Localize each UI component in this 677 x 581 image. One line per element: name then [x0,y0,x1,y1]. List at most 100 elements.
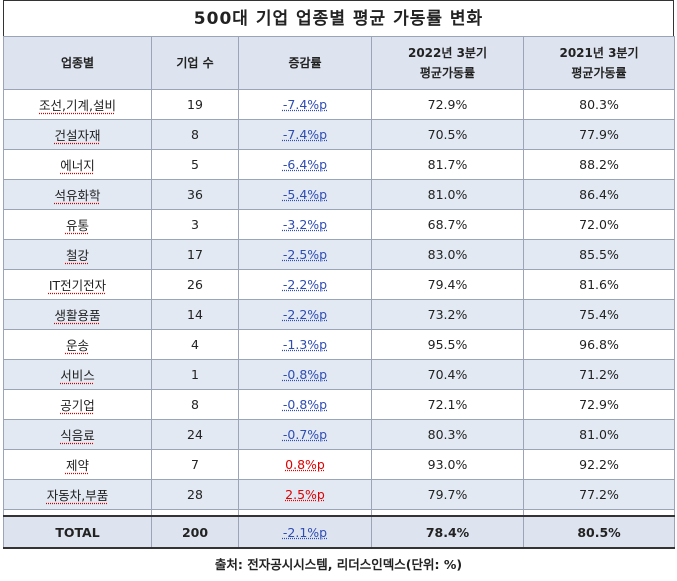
total-sector: TOTAL [3,515,152,549]
cell-count: 26 [151,269,239,300]
table-row: 제약 7 0.8%p 93.0% 92.2% [3,449,675,480]
cell-change-value: -2.5%p [282,247,328,262]
cell-q2021: 96.8% [523,329,675,360]
cell-count-value: 7 [191,457,199,472]
cell-change-value: -7.4%p [282,97,328,112]
cell-change-value: 0.8%p [285,457,325,472]
cell-count-value: 8 [191,397,199,412]
cell-q2021-value: 86.4% [579,187,619,202]
cell-q2022: 81.7% [371,149,524,180]
cell-q2021-value: 75.4% [579,307,619,322]
cell-count: 8 [151,389,239,420]
cell-count-value: 28 [187,487,203,502]
total-change-value: -2.1%p [282,524,328,540]
cell-sector-value: 생활용품 [54,308,101,323]
cell-change-value: -0.8%p [282,367,328,382]
cell-change-value: -1.3%p [282,337,328,352]
cell-q2021: 81.0% [523,419,675,450]
cell-q2021: 85.5% [523,239,675,270]
cell-q2022-value: 81.7% [427,157,468,172]
total-change: -2.1%p [238,515,372,549]
cell-q2022: 83.0% [371,239,524,270]
cell-change-value: -3.2%p [282,217,328,232]
cell-count: 17 [151,239,239,270]
cell-change: 2.5%p [238,479,372,510]
cell-q2022-value: 80.3% [427,427,468,442]
cell-q2021-value: 81.0% [579,427,619,442]
cell-sector-value: IT전기전자 [48,278,107,293]
cell-count-value: 1 [191,367,199,382]
cell-change: -0.8%p [238,359,372,390]
cell-q2022-value: 79.4% [427,277,468,292]
cell-sector: 생활용품 [3,299,152,330]
cell-sector-value: 석유화학 [54,188,101,203]
cell-q2022: 79.7% [371,479,524,510]
cell-count: 8 [151,119,239,150]
header-q2022: 2022년 3분기 평균가동률 [371,36,524,90]
cell-sector-value: 서비스 [60,368,95,383]
cell-change: 0.8%p [238,449,372,480]
cell-q2021: 72.0% [523,209,675,240]
cell-sector-value: 건설자재 [54,128,101,143]
cell-change-value: -6.4%p [282,157,328,172]
cell-q2021-value: 80.3% [579,97,619,112]
cell-q2022: 81.0% [371,179,524,210]
cell-sector-value: 에너지 [60,158,95,173]
table-row: IT전기전자 26 -2.2%p 79.4% 81.6% [3,269,675,300]
cell-sector-value: 공기업 [60,398,95,413]
cell-q2022: 73.2% [371,299,524,330]
table-row: 에너지 5 -6.4%p 81.7% 88.2% [3,149,675,180]
cell-q2021-value: 85.5% [579,247,619,262]
cell-q2022-value: 83.0% [427,247,468,262]
cell-q2021: 77.9% [523,119,675,150]
cell-change: -5.4%p [238,179,372,210]
cell-change: -7.4%p [238,119,372,150]
header-q2021: 2021년 3분기 평균가동률 [523,36,675,90]
cell-count: 1 [151,359,239,390]
header-change: 증감률 [238,36,372,90]
cell-sector: 운송 [3,329,152,360]
cell-count: 7 [151,449,239,480]
cell-sector: 건설자재 [3,119,152,150]
cell-count-value: 19 [187,97,203,112]
cell-q2022: 80.3% [371,419,524,450]
cell-q2021: 86.4% [523,179,675,210]
cell-sector: 석유화학 [3,179,152,210]
cell-q2022-value: 72.1% [427,397,468,412]
table-body: 조선,기계,설비 19 -7.4%p 72.9% 80.3% 건설자재 8 -7.4%p 70.… [3,89,675,510]
cell-q2022-value: 70.5% [427,127,468,142]
cell-change-value: -7.4%p [282,127,328,142]
cell-change: -2.5%p [238,239,372,270]
cell-q2022: 68.7% [371,209,524,240]
table-row: 운송 4 -1.3%p 95.5% 96.8% [3,329,675,360]
cell-change: -1.3%p [238,329,372,360]
cell-q2022: 93.0% [371,449,524,480]
cell-count: 36 [151,179,239,210]
cell-change-value: -5.4%p [282,187,328,202]
cell-q2022: 95.5% [371,329,524,360]
cell-q2021-value: 71.2% [579,367,619,382]
table-title: 500대 기업 업종별 평균 가동률 변화 [3,0,674,36]
cell-sector: 조선,기계,설비 [3,89,152,120]
cell-sector: 철강 [3,239,152,270]
total-count: 200 [151,515,239,549]
cell-q2022: 72.1% [371,389,524,420]
cell-q2022-value: 81.0% [427,187,468,202]
header-count: 기업 수 [151,36,239,90]
cell-change-value: -0.8%p [282,397,328,412]
total-q2021: 80.5% [523,515,675,549]
cell-sector: 식음료 [3,419,152,450]
table-row: 자동차,부품 28 2.5%p 79.7% 77.2% [3,479,675,510]
table-row: 공기업 8 -0.8%p 72.1% 72.9% [3,389,675,420]
cell-q2022: 70.4% [371,359,524,390]
cell-q2021: 72.9% [523,389,675,420]
cell-change: -0.7%p [238,419,372,450]
cell-q2021-value: 77.9% [579,127,619,142]
cell-q2022-value: 68.7% [427,217,468,232]
cell-change-value: -2.2%p [282,277,328,292]
cell-change: -6.4%p [238,149,372,180]
cell-change: -3.2%p [238,209,372,240]
table-row: 생활용품 14 -2.2%p 73.2% 75.4% [3,299,675,330]
cell-sector: 서비스 [3,359,152,390]
cell-q2021: 71.2% [523,359,675,390]
